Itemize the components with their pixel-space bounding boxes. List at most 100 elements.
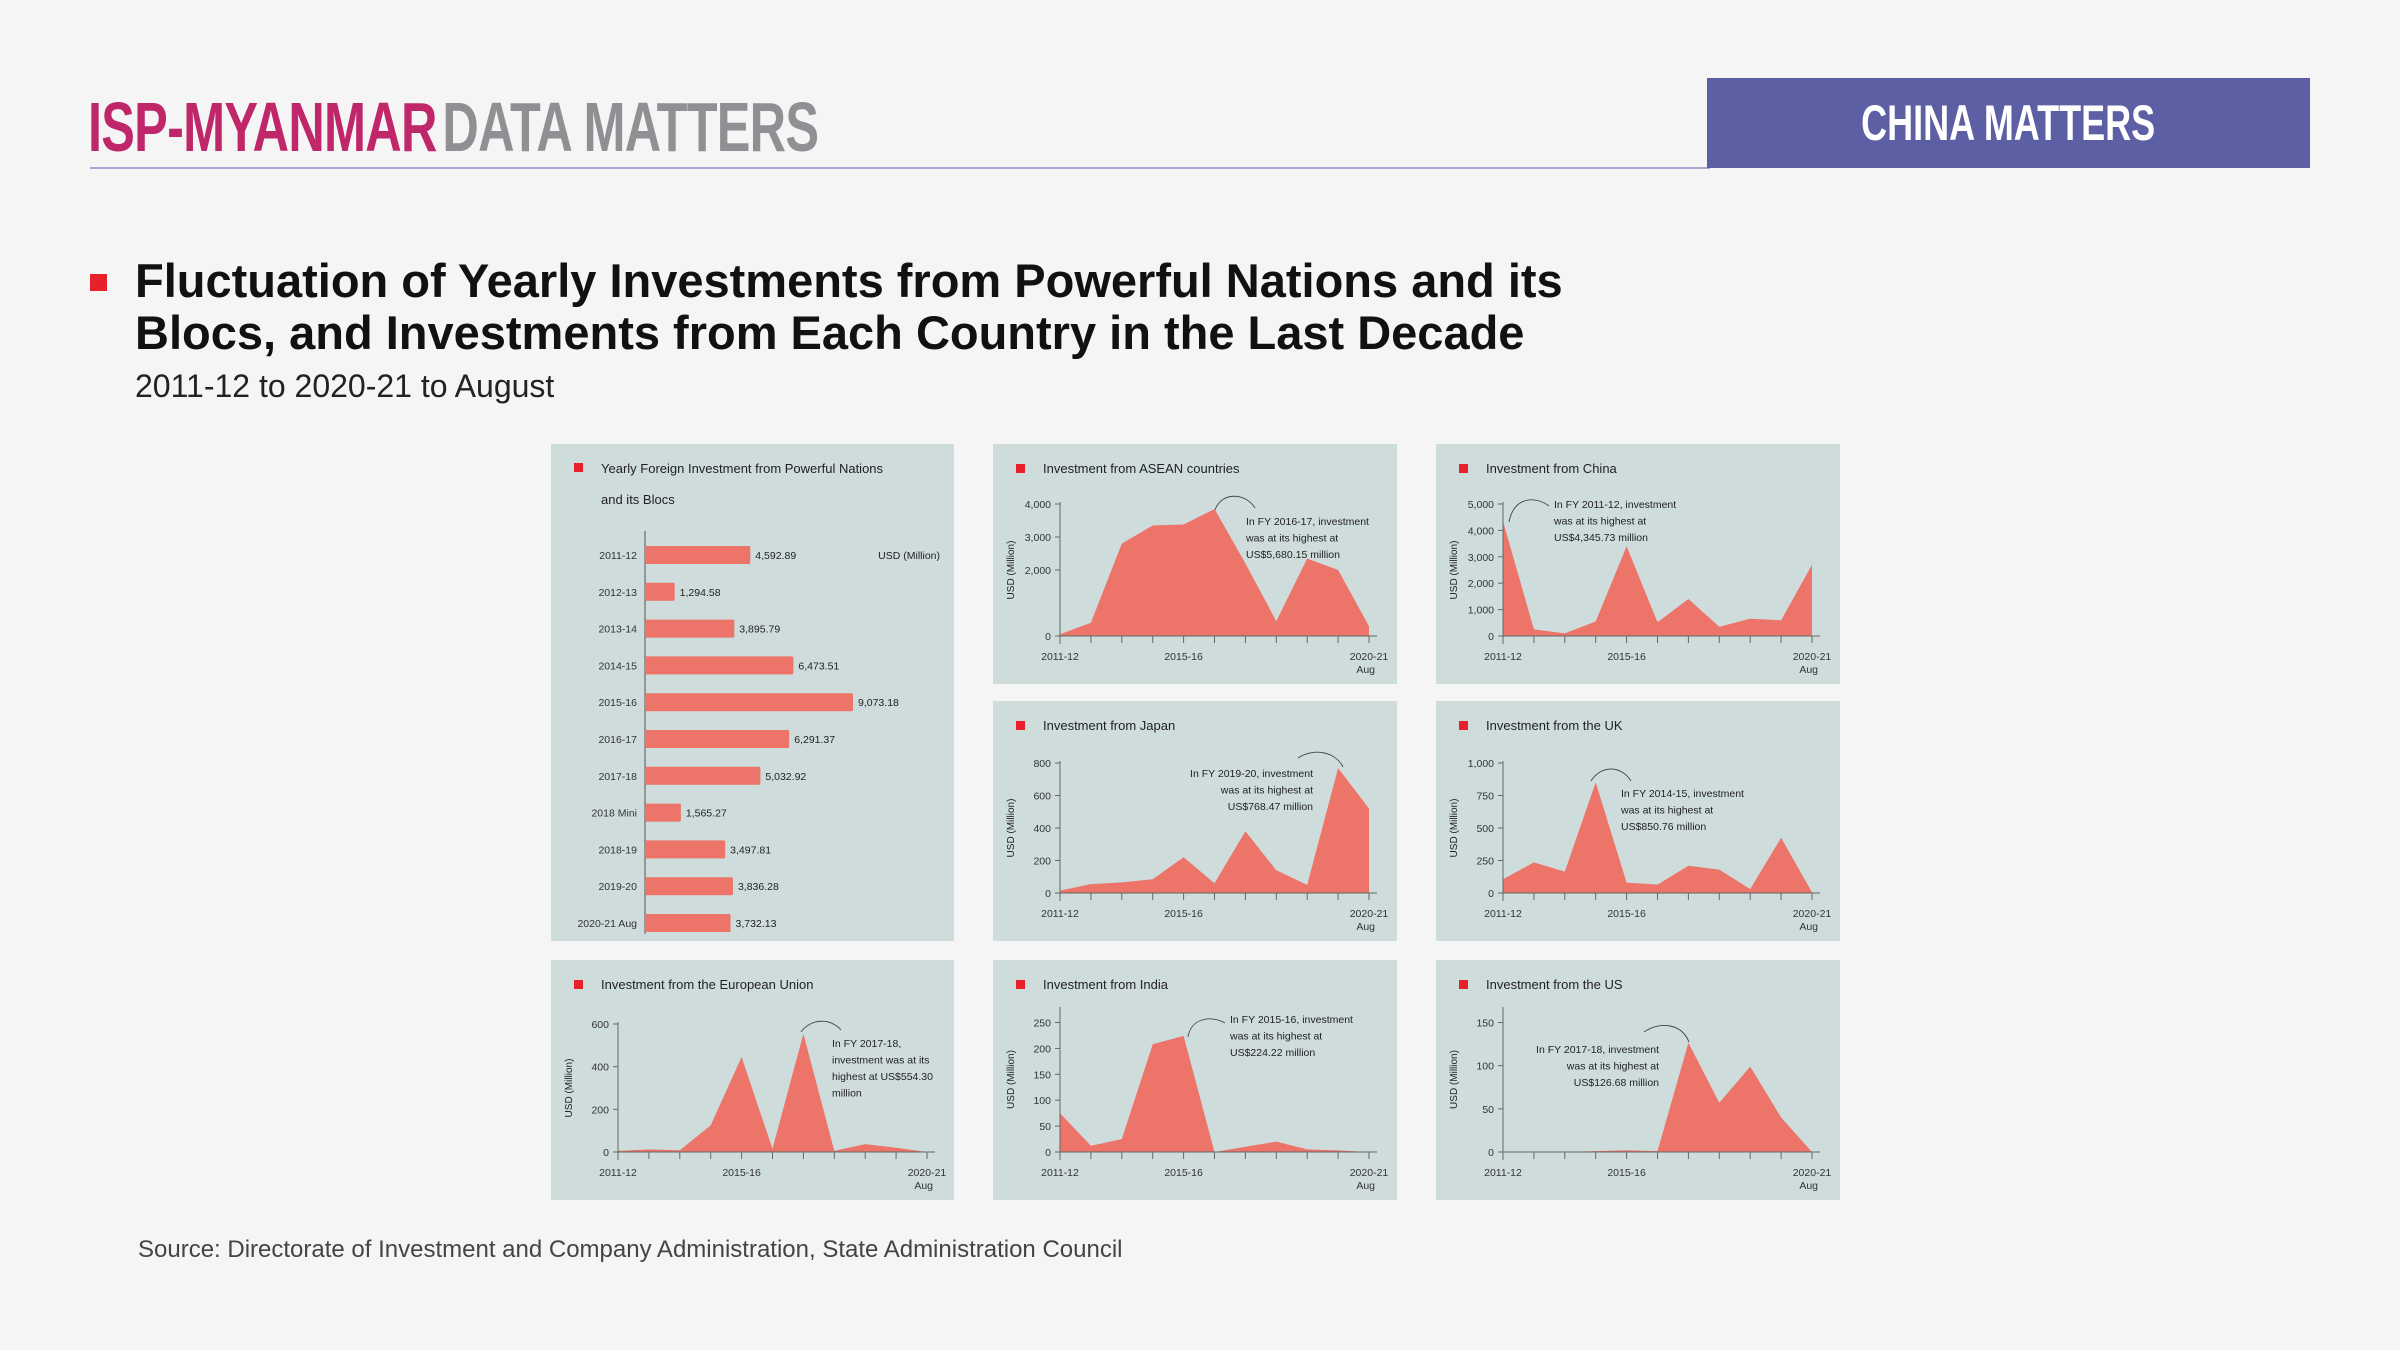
y-axis-label: USD (Million) xyxy=(1006,541,1017,600)
y-tick-label: 5,000 xyxy=(1468,499,1494,511)
chart-title: Investment from India xyxy=(1043,977,1169,992)
legend-square-icon xyxy=(1459,980,1468,989)
y-tick-label: 1,000 xyxy=(1468,758,1494,770)
annotation-text: In FY 2016-17, investment xyxy=(1246,516,1369,528)
y-tick-label: 0 xyxy=(1488,1147,1494,1159)
annotation-text: US$126.68 million xyxy=(1574,1077,1659,1089)
chart-title: Investment from China xyxy=(1486,461,1618,476)
us-area-chart: Investment from the US USD (Million) 0 50 10… xyxy=(1449,977,1831,1192)
value-label: 1,294.58 xyxy=(680,587,721,599)
y-tick-label: 400 xyxy=(591,1062,609,1074)
annotation-text: In FY 2011-12, investment xyxy=(1554,499,1676,511)
category-label: 2018-19 xyxy=(598,844,637,856)
category-label: 2016-17 xyxy=(598,734,637,746)
legend-square-icon xyxy=(1459,721,1468,730)
bar xyxy=(645,766,761,785)
x-tick-label: 2015-16 xyxy=(1164,1167,1203,1179)
y-tick-label: 100 xyxy=(1476,1061,1494,1073)
title-bullet-icon xyxy=(90,274,107,291)
annotation-text: was at its highest at xyxy=(1245,533,1338,545)
y-tick-label: 0 xyxy=(1488,888,1494,900)
legend-square-icon xyxy=(574,980,583,989)
x-tick-label: 2015-16 xyxy=(1164,908,1203,920)
x-tick-label: 2020-21 xyxy=(1350,1167,1389,1179)
y-tick-label: 0 xyxy=(1488,631,1494,643)
annotation-text: US$768.47 million xyxy=(1228,801,1313,813)
x-tick-label: 2011-12 xyxy=(1484,1167,1522,1179)
y-tick-label: 50 xyxy=(1039,1121,1051,1133)
area-series xyxy=(1060,768,1369,893)
panel-uk-chart: Investment from the UK USD (Million) 0 250 5… xyxy=(1436,701,1840,941)
value-label: 4,592.89 xyxy=(755,550,796,562)
chart-title: and its Blocs xyxy=(601,492,675,507)
y-tick-label: 400 xyxy=(1033,823,1051,835)
y-tick-label: 0 xyxy=(603,1147,609,1159)
y-tick-label: 2,000 xyxy=(1025,565,1051,577)
x-tick-label: 2011-12 xyxy=(1041,908,1079,920)
category-label: 2014-15 xyxy=(598,660,637,672)
chart-title: Investment from ASEAN countries xyxy=(1043,461,1240,476)
legend-square-icon xyxy=(574,463,583,472)
chart-title: Yearly Foreign Investment from Powerful … xyxy=(601,461,884,476)
annotation-text: In FY 2014-15, investment xyxy=(1621,788,1744,800)
header-divider xyxy=(90,167,1710,169)
category-label: 2018 Mini xyxy=(591,808,637,820)
source-note: Source: Directorate of Investment and Co… xyxy=(138,1236,1123,1263)
bar xyxy=(645,803,681,822)
y-tick-label: 600 xyxy=(1033,791,1051,803)
category-label: 2015-16 xyxy=(598,697,637,709)
y-tick-label: 600 xyxy=(591,1019,609,1031)
annotation-arc xyxy=(1643,1025,1690,1043)
y-axis-label: USD (Million) xyxy=(1449,1050,1460,1109)
value-label: 6,291.37 xyxy=(794,734,835,746)
asean-area-chart: Investment from ASEAN countries USD (Mill… xyxy=(1006,461,1389,676)
japan-area-chart: Investment from Japan USD (Million) 0 200 40… xyxy=(1006,718,1389,933)
section-badge: CHINA MATTERS xyxy=(1707,78,2310,168)
area-series xyxy=(1503,782,1812,893)
category-label: 2013-14 xyxy=(598,624,637,636)
bar xyxy=(645,730,790,748)
category-label: 2017-18 xyxy=(598,771,637,783)
annotation-arc xyxy=(1214,495,1256,511)
annotation-text: In FY 2017-18, investment xyxy=(1536,1044,1659,1056)
uk-area-chart: Investment from the UK USD (Million) 0 250 5… xyxy=(1449,718,1831,933)
page-title-line1: Fluctuation of Yearly Investments from P… xyxy=(135,254,1563,307)
y-tick-label: 0 xyxy=(1045,888,1051,900)
x-tick-label: 2020-21 xyxy=(1793,651,1832,663)
area-series xyxy=(1503,521,1812,636)
y-axis-label: USD (Million) xyxy=(1006,799,1017,858)
panel-us-chart: Investment from the US USD (Million) 0 50 10… xyxy=(1436,960,1840,1200)
y-axis-label: USD (Million) xyxy=(1449,541,1460,600)
category-label: 2012-13 xyxy=(598,587,637,599)
x-tick-sublabel: Aug xyxy=(1356,664,1375,676)
y-tick-label: 4,000 xyxy=(1025,499,1051,511)
y-tick-label: 2,000 xyxy=(1468,578,1494,590)
india-area-chart: Investment from India USD (Million) 0 50 100… xyxy=(1006,977,1389,1192)
x-tick-label: 2020-21 xyxy=(1350,651,1389,663)
x-tick-label: 2020-21 xyxy=(1350,908,1389,920)
y-tick-label: 500 xyxy=(1476,823,1494,835)
chart-title: Investment from the US xyxy=(1486,977,1623,992)
bar xyxy=(645,582,675,601)
y-tick-label: 200 xyxy=(1033,856,1051,868)
annotation-text: In FY 2019-20, investment xyxy=(1190,768,1313,780)
page-title-line2: Blocs, and Investments from Each Country… xyxy=(135,306,1525,359)
x-tick-label: 2011-12 xyxy=(599,1167,637,1179)
bar xyxy=(645,840,726,859)
section-badge-label: CHINA MATTERS xyxy=(1861,95,2156,151)
x-tick-label: 2011-12 xyxy=(1484,651,1522,663)
x-tick-label: 2015-16 xyxy=(722,1167,761,1179)
annotation-text: million xyxy=(832,1088,862,1100)
legend-square-icon xyxy=(1016,980,1025,989)
eu-area-chart: Investment from the European Union USD (M… xyxy=(564,977,946,1192)
annotation-text: highest at US$554.30 xyxy=(832,1071,933,1083)
bar xyxy=(645,619,735,638)
panel-yearly-bar-chart: Yearly Foreign Investment from Powerful … xyxy=(551,444,954,941)
x-tick-sublabel: Aug xyxy=(1799,921,1818,933)
y-axis-label: USD (Million) xyxy=(1449,799,1460,858)
legend-square-icon xyxy=(1016,464,1025,473)
bar xyxy=(645,693,853,712)
y-tick-label: 800 xyxy=(1033,758,1051,770)
annotation-text: US$4,345.73 million xyxy=(1554,532,1648,544)
y-tick-label: 1,000 xyxy=(1468,605,1494,617)
